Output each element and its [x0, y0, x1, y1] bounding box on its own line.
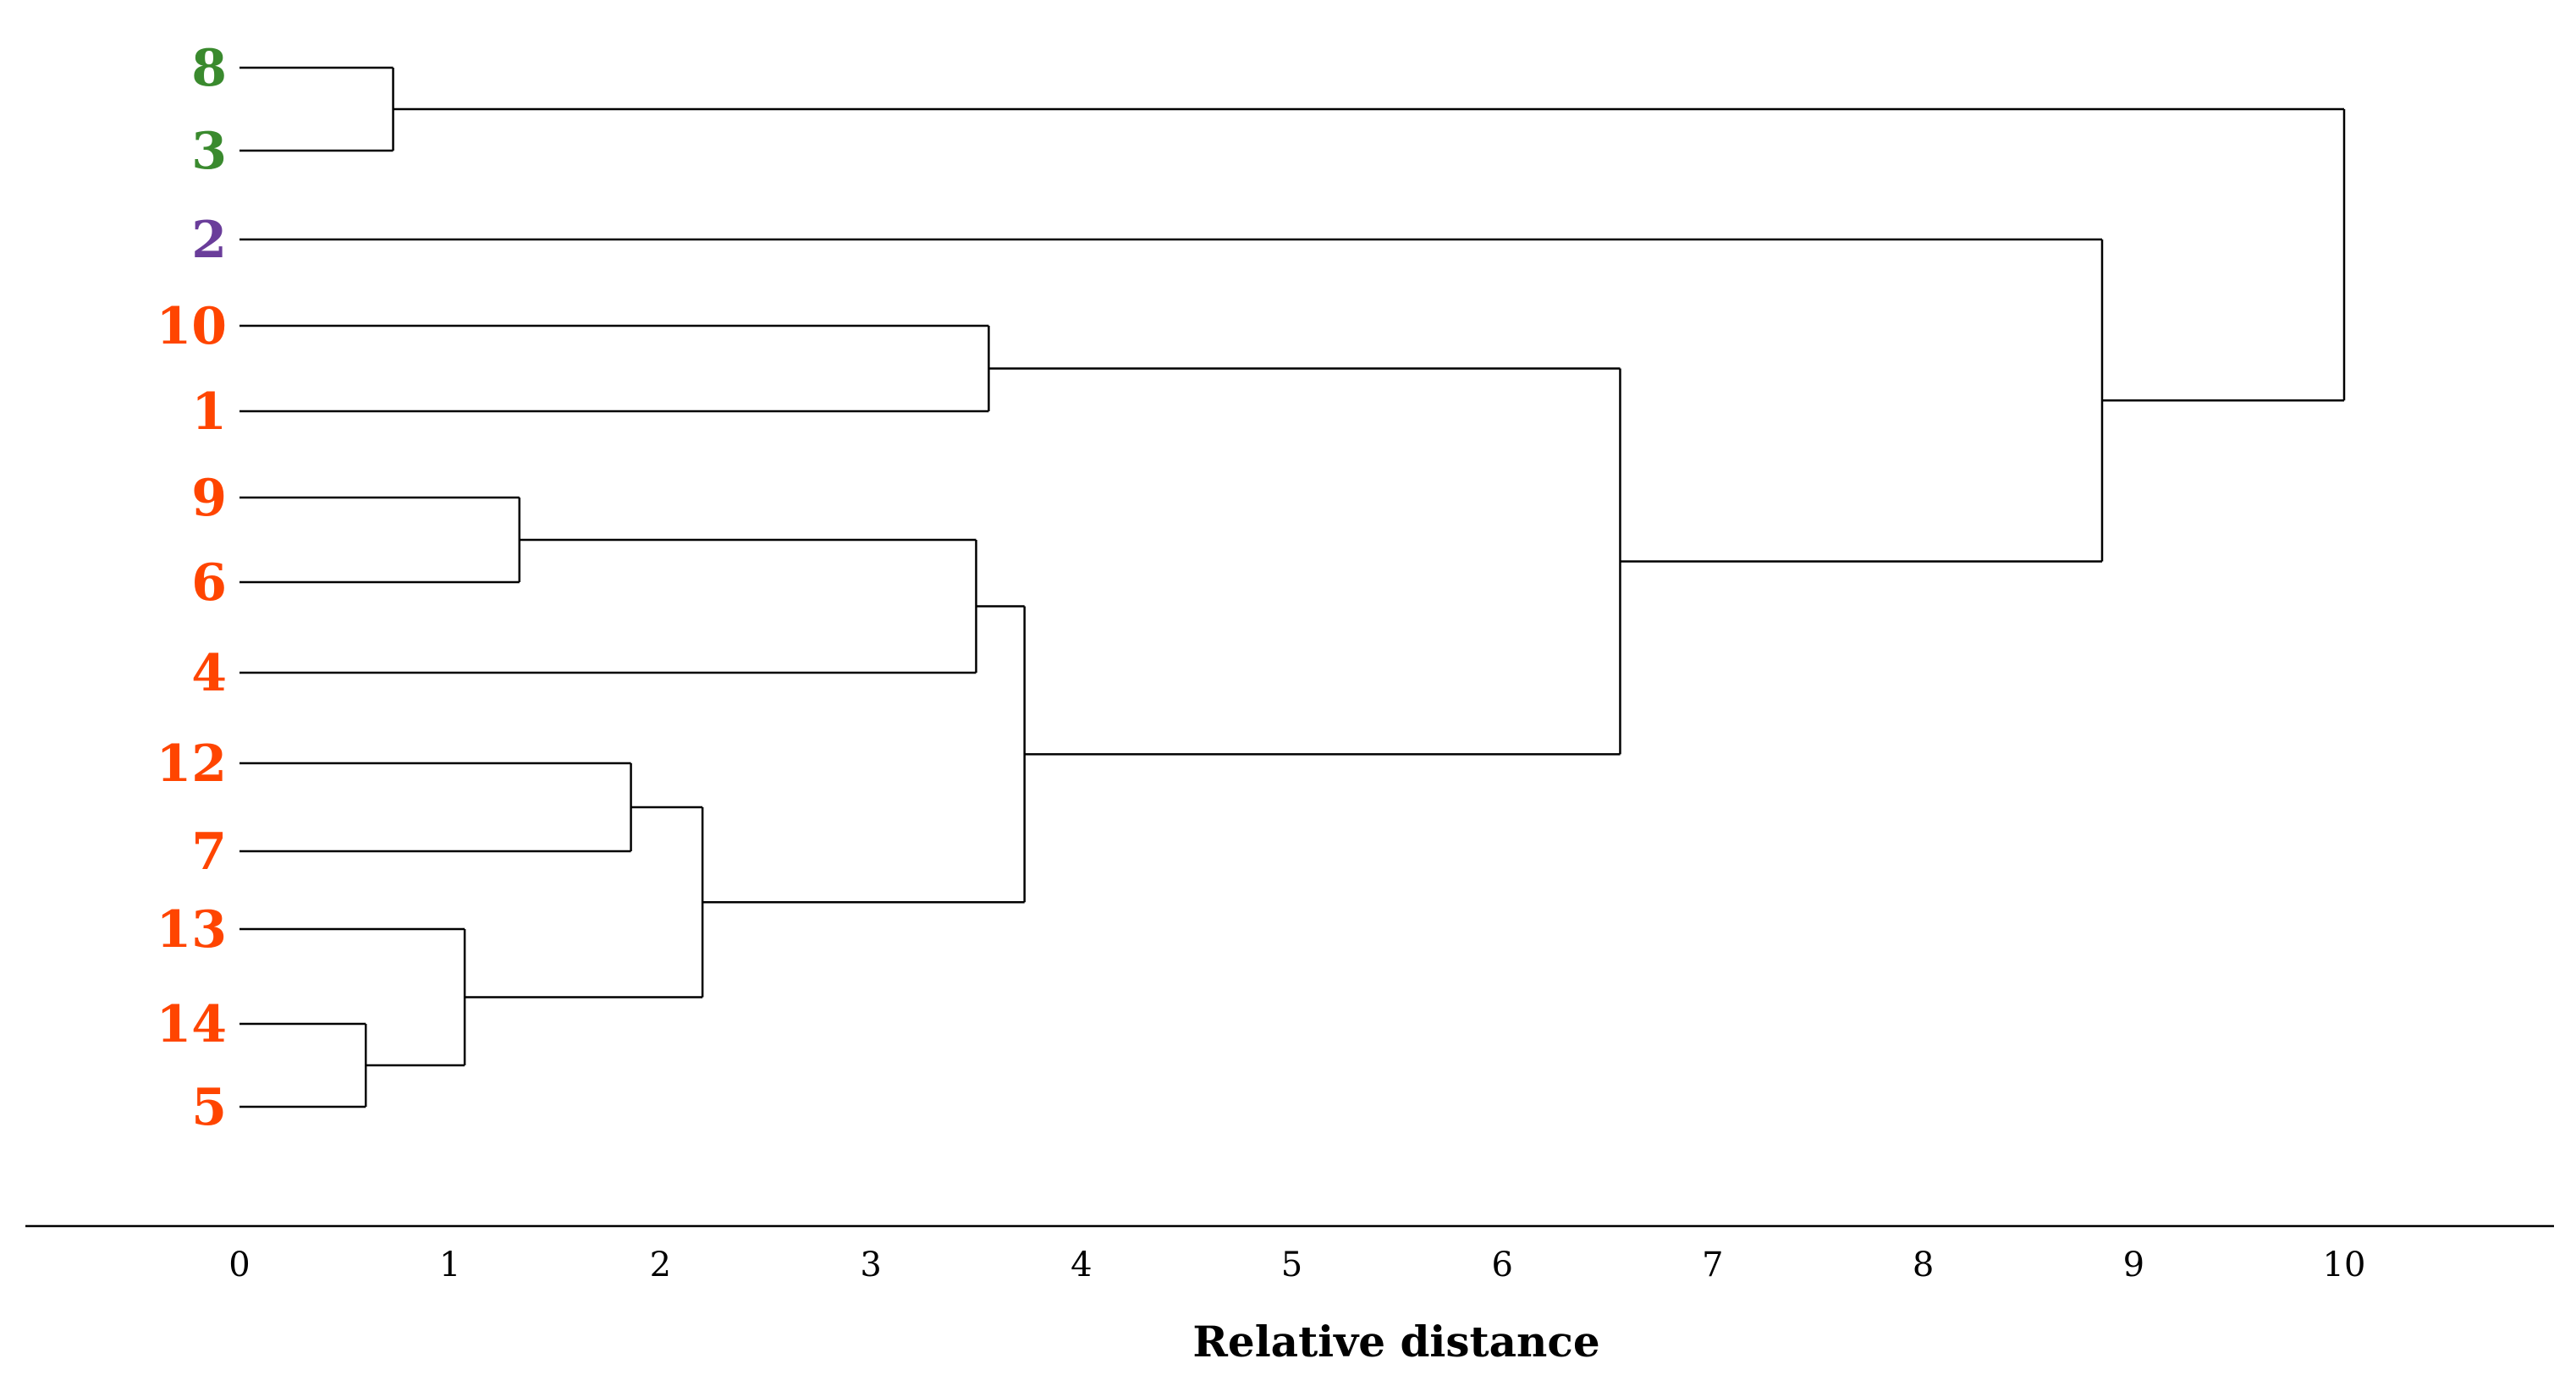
- leaf-label-1: 1: [191, 382, 227, 442]
- x-tick-label-7: 7: [1702, 1246, 1723, 1284]
- leaf-label-14: 14: [157, 995, 228, 1054]
- leaf-label-10: 10: [157, 297, 228, 356]
- leaf-label-3: 3: [191, 122, 227, 181]
- x-tick-label-8: 8: [1913, 1246, 1934, 1284]
- x-tick-label-4: 4: [1071, 1246, 1092, 1284]
- x-tick-label-10: 10: [2323, 1246, 2366, 1284]
- x-axis-ticks: 0 1 2 3 4 5 6 7 8 9 10: [228, 1246, 2365, 1284]
- x-tick-label-0: 0: [228, 1246, 250, 1284]
- leaf-label-9: 9: [191, 469, 227, 528]
- dendrogram-links: [239, 66, 2346, 1108]
- x-tick-label-1: 1: [439, 1246, 460, 1284]
- x-tick-label-5: 5: [1281, 1246, 1302, 1284]
- leaf-label-12: 12: [157, 734, 228, 794]
- x-tick-label-2: 2: [650, 1246, 671, 1284]
- leaf-labels: 8 3 2 10 1 9 6 4 12 7 13 14 5: [157, 39, 228, 1137]
- leaf-label-7: 7: [191, 822, 227, 882]
- leaf-label-13: 13: [157, 900, 228, 960]
- leaf-label-5: 5: [191, 1078, 227, 1137]
- x-tick-label-9: 9: [2123, 1246, 2144, 1284]
- leaf-label-2: 2: [191, 211, 227, 270]
- x-axis: 0 1 2 3 4 5 6 7 8 9 10 Relative distance: [25, 1224, 2554, 1367]
- x-axis-title: Relative distance: [1192, 1317, 1599, 1367]
- leaf-label-6: 6: [191, 553, 227, 613]
- x-tick-label-6: 6: [1491, 1246, 1512, 1284]
- leaf-label-8: 8: [191, 39, 227, 98]
- leaf-label-4: 4: [191, 644, 227, 703]
- x-tick-label-3: 3: [860, 1246, 881, 1284]
